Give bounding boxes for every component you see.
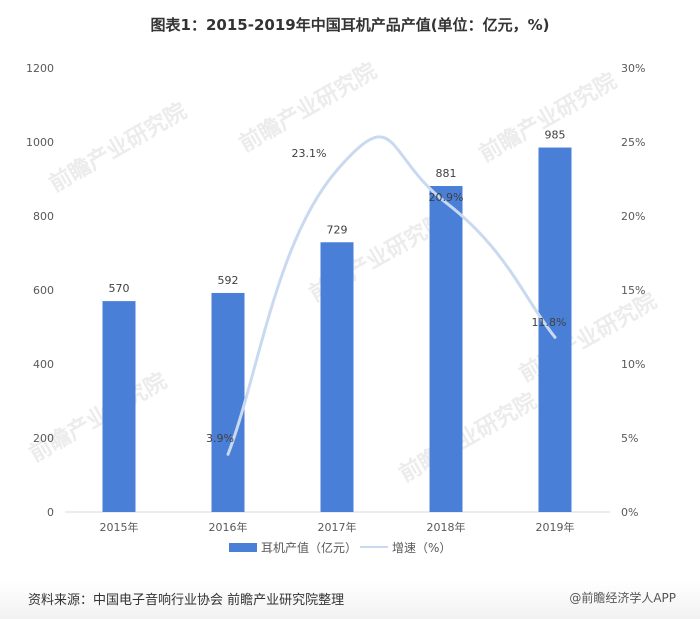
left-axis-tick: 400 [33,358,54,371]
line-value-label: 3.9% [206,432,234,445]
left-axis-tick: 600 [33,284,54,297]
right-axis-tick: 20% [621,210,645,223]
legend-bar-swatch [229,543,257,552]
left-axis-tick: 800 [33,210,54,223]
right-axis-tick: 10% [621,358,645,371]
right-axis-tick: 0% [621,506,638,519]
x-axis-label: 2018年 [427,520,466,534]
bar-value-label: 570 [109,282,130,295]
right-axis-tick: 25% [621,136,645,149]
x-axis-label: 2015年 [100,520,139,534]
chart-title: 图表1：2015-2019年中国耳机产品产值(单位：亿元，%) [150,16,550,34]
bar-value-label: 985 [545,129,566,142]
line-value-label: 20.9% [429,191,464,204]
footer: 资料来源：中国电子音响行业协会 前瞻产业研究院整理 @前瞻经济学人APP [0,580,700,619]
line-value-labels: 3.9% 23.1% 20.9% 11.8% [206,147,566,445]
bar-value-label: 592 [218,274,239,287]
right-axis-tick: 30% [621,62,645,75]
left-axis-tick: 200 [33,432,54,445]
line-value-label: 11.8% [532,316,567,329]
legend-line-label: 增速（%） [392,541,451,555]
bar [320,242,354,512]
x-axis-label: 2019年 [536,520,575,534]
legend: 耳机产值（亿元） 增速（%） [229,540,451,555]
bar-series [102,147,572,513]
source-note: 资料来源：中国电子音响行业协会 前瞻产业研究院整理 [28,593,345,608]
growth-line [226,135,557,456]
left-axis-tick: 1000 [26,136,54,149]
left-axis-tick: 1200 [26,62,54,75]
legend-bar-label: 耳机产值（亿元） [261,540,357,555]
bar-value-labels: 570 592 729 881 985 [109,129,566,296]
x-axis-labels: 2015年 2016年 2017年 2018年 2019年 [100,520,575,534]
bar-value-label: 881 [436,167,457,180]
bar [429,186,463,512]
bar [538,147,572,513]
x-axis-label: 2016年 [209,520,248,534]
bar-value-label: 729 [327,223,348,236]
left-y-axis: 0 200 400 600 800 1000 1200 [26,62,54,519]
x-axis-label: 2017年 [318,520,357,534]
credit-note: @前瞻经济学人APP [569,591,676,605]
bar [211,292,245,512]
right-axis-tick: 5% [621,432,638,445]
right-y-axis: 0% 5% 10% 15% 20% 25% 30% [621,62,645,519]
left-axis-tick: 0 [47,506,54,519]
right-axis-tick: 15% [621,284,645,297]
bar [102,301,136,512]
line-value-label: 23.1% [292,147,327,160]
